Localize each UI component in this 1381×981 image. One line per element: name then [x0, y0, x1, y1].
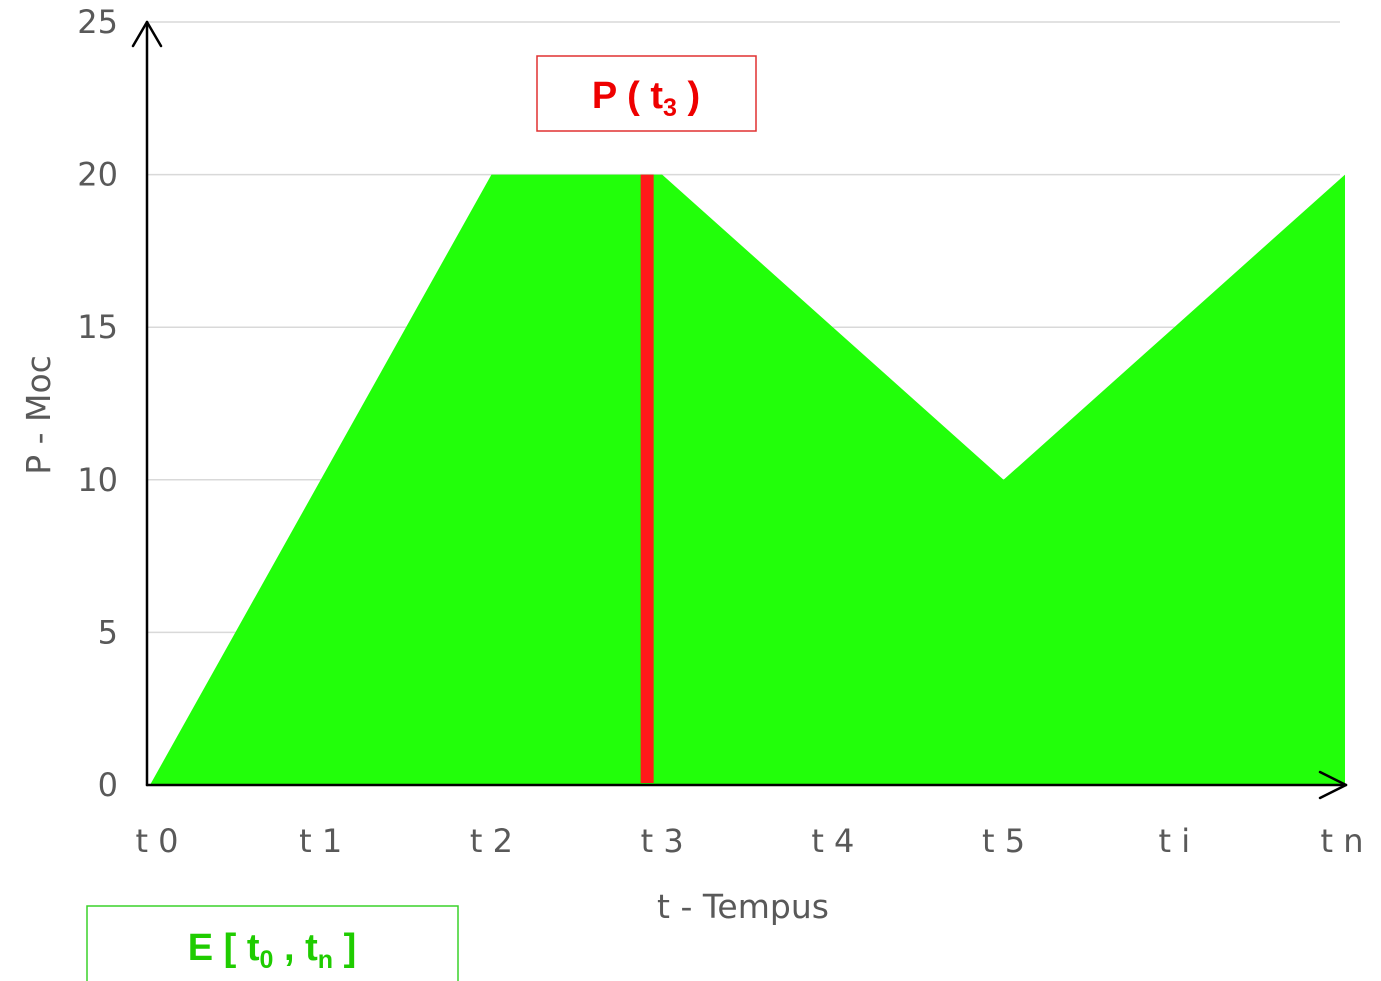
energy-callout-label: E [ t0 , tn ] — [188, 927, 357, 974]
power-callout-label: P ( t3 ) — [592, 75, 700, 122]
x-axis-arrow — [1318, 770, 1348, 800]
x-tick-t4: t 4 — [811, 822, 854, 860]
energy-callout: E [ t0 , tn ] — [86, 905, 459, 981]
x-tick-labels: t 0 t 1 t 2 t 3 t 4 t 5 t i t n — [135, 822, 1363, 860]
x-tick-t5: t 5 — [982, 822, 1025, 860]
axes — [131, 20, 1348, 800]
y-tick-0: 0 — [98, 766, 118, 804]
y-tick-25: 25 — [77, 3, 118, 41]
x-tick-ti: t i — [1158, 822, 1190, 860]
x-tick-t1: t 1 — [299, 822, 342, 860]
y-tick-15: 15 — [77, 308, 118, 346]
area-series — [150, 174, 1345, 786]
power-callout-box — [536, 55, 757, 132]
y-axis-title: P - Moc — [19, 355, 58, 475]
y-tick-10: 10 — [77, 461, 118, 499]
y-tick-20: 20 — [77, 156, 118, 194]
x-tick-t2: t 2 — [470, 822, 513, 860]
x-axis-title: t - Tempus — [657, 887, 829, 926]
y-tick-5: 5 — [98, 613, 118, 651]
y-tick-labels: 0 5 10 15 20 25 — [77, 3, 118, 804]
x-tick-t3: t 3 — [641, 822, 684, 860]
energy-callout-box — [86, 905, 459, 981]
y-axis-arrow — [131, 20, 163, 48]
x-tick-t0: t 0 — [135, 822, 178, 860]
x-tick-tn: t n — [1321, 822, 1364, 860]
power-callout: P ( t3 ) — [536, 55, 757, 132]
